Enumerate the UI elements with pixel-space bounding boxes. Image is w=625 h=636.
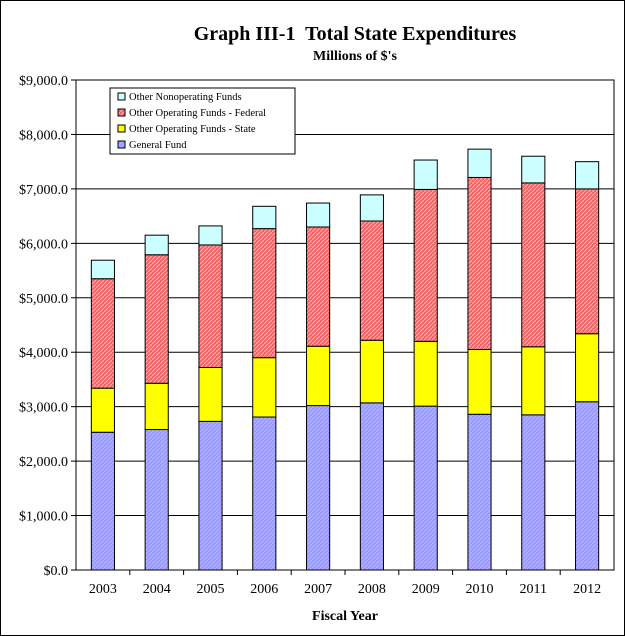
bar-segment xyxy=(90,278,115,389)
bar-segment xyxy=(413,188,438,342)
bar-segment xyxy=(413,340,438,407)
bar-segment xyxy=(90,431,115,571)
legend-swatch xyxy=(117,140,126,149)
y-tick-label: $4,000.0 xyxy=(19,346,68,361)
y-tick-label: $3,000.0 xyxy=(19,401,68,416)
legend-label: Other Operating Funds - State xyxy=(129,124,256,135)
bar-segment xyxy=(467,413,492,571)
bar-segment xyxy=(144,234,169,256)
bar-segment xyxy=(90,259,115,280)
bar-segment xyxy=(144,254,169,384)
bar-segment xyxy=(575,333,600,403)
bar-segment xyxy=(467,148,492,178)
y-tick-label: $2,000.0 xyxy=(19,455,68,470)
x-tick-label: 2004 xyxy=(143,582,171,597)
y-tick-label: $1,000.0 xyxy=(19,510,68,525)
bar-segment xyxy=(467,176,492,350)
bar-segment xyxy=(359,402,384,571)
x-axis-ticks: 2003 2004 2005 2006 2007 2008 2009 2010 2011 2012 xyxy=(89,570,601,597)
legend-swatch xyxy=(117,92,126,101)
bar-segment xyxy=(252,228,277,359)
x-tick-label: 2012 xyxy=(573,582,601,597)
x-tick-label: 2010 xyxy=(466,582,494,597)
y-tick-label: $0.0 xyxy=(44,564,69,579)
x-tick-label: 2007 xyxy=(304,582,332,597)
bar-segment xyxy=(359,339,384,404)
legend-swatch xyxy=(117,124,126,133)
bar-segment xyxy=(413,405,438,571)
bar-segment xyxy=(306,226,331,347)
x-tick-label: 2011 xyxy=(520,582,547,597)
bar-segment xyxy=(144,429,169,571)
legend-swatch xyxy=(117,108,126,117)
bar-segment xyxy=(252,416,277,571)
bar-segment xyxy=(359,220,384,341)
bar-segment xyxy=(252,357,277,418)
bar-segment xyxy=(90,387,115,433)
y-tick-label: $6,000.0 xyxy=(19,237,68,252)
x-tick-label: 2008 xyxy=(358,582,386,597)
bar-segment xyxy=(575,161,600,190)
bar-segment xyxy=(198,366,223,422)
bars xyxy=(90,148,600,571)
y-tick-label: $5,000.0 xyxy=(19,292,68,307)
bar-segment xyxy=(467,349,492,415)
legend-box xyxy=(109,87,296,155)
bar-segment xyxy=(198,244,223,368)
bar-segment xyxy=(198,420,223,571)
legend-label: Other Nonoperating Funds xyxy=(129,92,242,103)
bar-segment xyxy=(521,155,546,184)
x-tick-label: 2009 xyxy=(412,582,440,597)
legend: Other Nonoperating Funds Other Operating … xyxy=(109,87,296,155)
bar-segment xyxy=(144,382,169,431)
bar-segment xyxy=(575,401,600,571)
bar-segment xyxy=(521,414,546,571)
legend-label: Other Operating Funds - Federal xyxy=(129,108,266,119)
bar-segment xyxy=(306,202,331,228)
bar-segment xyxy=(306,345,331,407)
x-axis-label: Fiscal Year xyxy=(312,609,378,624)
chart-subtitle: Millions of $'s xyxy=(313,49,398,64)
y-tick-label: $7,000.0 xyxy=(19,183,68,198)
bar-segment xyxy=(521,346,546,416)
y-tick-label: $8,000.0 xyxy=(19,128,68,143)
legend-label: General Fund xyxy=(129,140,187,151)
bar-segment xyxy=(306,405,331,571)
bar-segment xyxy=(198,225,223,246)
chart-title: Graph III-1 Total State Expenditures xyxy=(194,23,517,45)
y-axis-ticks: $0.0 $1,000.0 $2,000.0 $3,000.0 $4,000.0 $5,0… xyxy=(19,74,76,579)
bar-segment xyxy=(521,182,546,348)
bar-segment xyxy=(575,188,600,335)
x-tick-label: 2003 xyxy=(89,582,117,597)
x-tick-label: 2005 xyxy=(197,582,225,597)
bar-segment xyxy=(413,159,438,190)
x-tick-label: 2006 xyxy=(250,582,278,597)
bar-segment xyxy=(359,194,384,222)
bar-segment xyxy=(252,205,277,230)
y-tick-label: $9,000.0 xyxy=(19,74,68,89)
